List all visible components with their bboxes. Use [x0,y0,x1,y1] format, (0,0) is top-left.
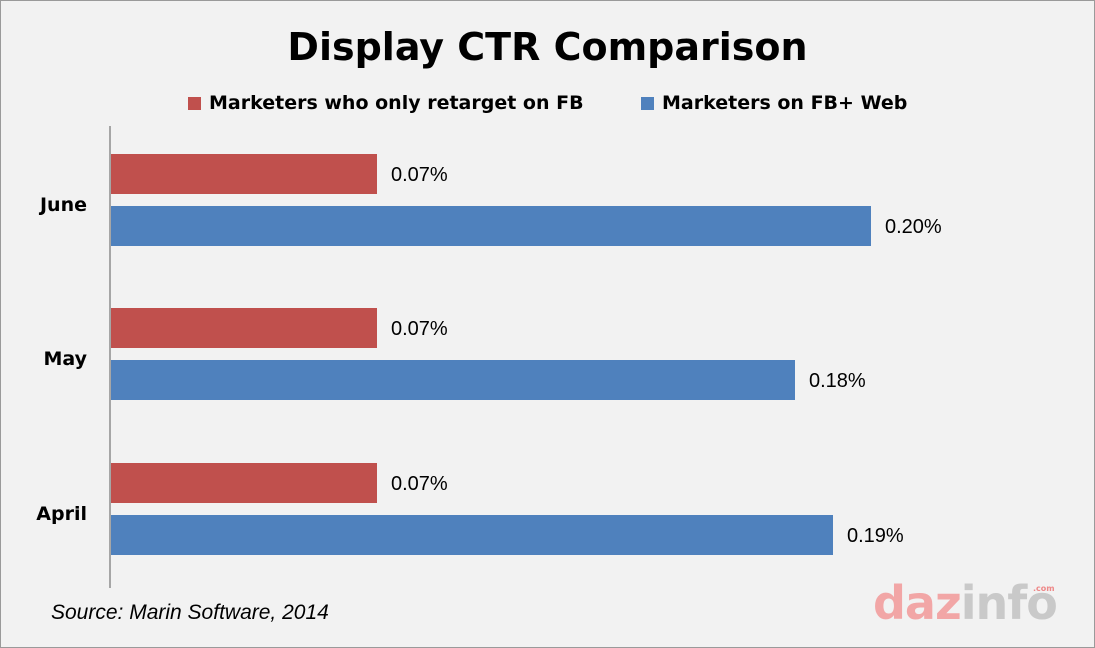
data-label-june-retarget-fb: 0.07% [391,164,448,186]
legend-item-retarget-fb: Marketers who only retarget on FB [188,88,584,118]
legend-label-retarget-fb: Marketers who only retarget on FB [209,92,584,114]
data-label-april-fb-web: 0.19% [847,525,904,547]
chart-legend: Marketers who only retarget on FB Market… [1,88,1094,118]
legend-swatch-retarget-fb [188,96,201,110]
legend-label-fb-web: Marketers on FB+ Web [662,92,908,114]
data-label-april-retarget-fb: 0.07% [391,473,448,495]
bar-may-fb-web [111,360,795,400]
bar-june-fb-web [111,206,871,246]
chart-title: Display CTR Comparison [287,25,808,69]
legend-item-fb-web: Marketers on FB+ Web [641,88,907,118]
bar-may-retarget-fb [111,308,377,348]
data-label-may-fb-web: 0.18% [809,370,866,392]
bar-june-retarget-fb [111,154,377,194]
legend-swatch-fb-web [641,96,654,110]
category-label-april: April [36,503,87,525]
source-note: Source: Marin Software, 2014 [51,601,329,624]
bar-april-retarget-fb [111,463,377,503]
category-label-june: June [38,194,87,216]
bar-april-fb-web [111,515,833,555]
category-label-may: May [43,348,87,370]
data-label-may-retarget-fb: 0.07% [391,318,448,340]
dazeinfo-logo: dazinfo .com [873,576,1058,630]
data-label-june-fb-web: 0.20% [885,216,942,238]
